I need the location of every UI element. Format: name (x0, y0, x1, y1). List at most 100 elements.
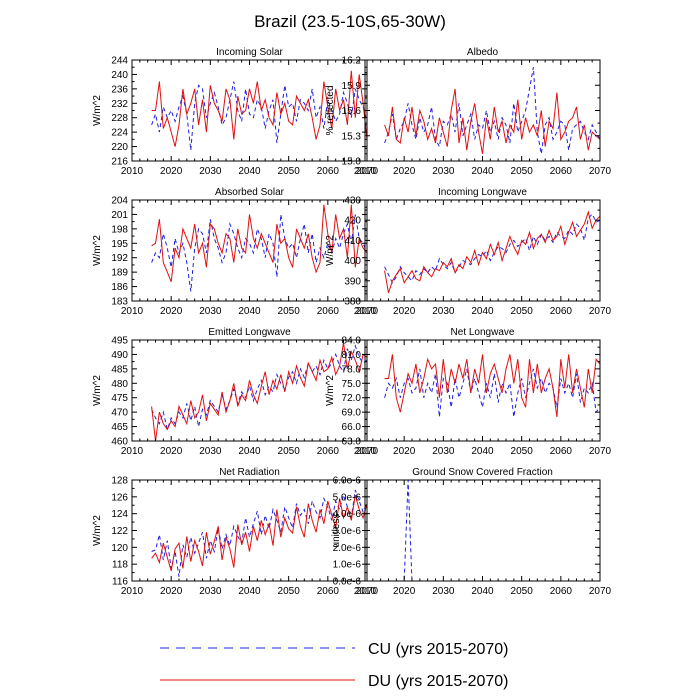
y-tick-label: 63.0 (342, 437, 362, 448)
panel-title: Net Longwave (451, 327, 515, 338)
y-tick-label: 240 (111, 70, 128, 81)
x-tick-label: 2010 (354, 166, 377, 177)
x-tick-label: 2050 (278, 306, 301, 317)
y-tick-label: 16.2 (342, 56, 362, 67)
panel-title: Incoming Longwave (438, 187, 527, 198)
y-tick-label: 2.0e-6 (333, 543, 362, 554)
x-tick-label: 2050 (511, 166, 534, 177)
series-line-cu (151, 214, 368, 292)
y-tick-label: 5.0e-6 (333, 492, 362, 503)
x-tick-label: 2060 (317, 306, 340, 317)
x-tick-label: 2070 (356, 586, 379, 597)
y-tick-label: 15.6 (342, 106, 362, 117)
x-tick-label: 2060 (317, 446, 340, 457)
y-tick-label: 66.0 (342, 422, 362, 433)
x-tick-label: 2040 (238, 166, 261, 177)
plot-frame (364, 59, 601, 162)
y-tick-label: 118 (112, 560, 128, 571)
x-tick-label: 2070 (589, 446, 612, 457)
y-tick-label: 6.0e-6 (333, 476, 362, 487)
y-tick-label: 390 (344, 276, 361, 287)
series-line-cu (384, 479, 600, 582)
x-tick-label: 2020 (393, 166, 416, 177)
x-tick-label: 2040 (471, 586, 494, 597)
y-tick-label: 224 (111, 128, 128, 139)
y-tick-label: 124 (111, 509, 128, 520)
panel-title: Albedo (467, 47, 499, 58)
x-tick-label: 2030 (432, 586, 455, 597)
y-tick-label: 4.0e-6 (333, 509, 362, 520)
y-tick-label: 120 (111, 543, 128, 554)
series-line-cu (384, 368, 601, 418)
x-tick-label: 2070 (356, 306, 379, 317)
y-tick-label: 380 (344, 297, 361, 308)
x-tick-label: 2050 (278, 586, 301, 597)
series-line-du (151, 494, 368, 572)
y-tick-label: 186 (111, 282, 128, 293)
y-tick-label: 72.0 (342, 393, 362, 404)
series-line-du (384, 210, 601, 294)
y-tick-label: 410 (344, 236, 361, 247)
y-tick-label: 228 (111, 113, 128, 124)
x-tick-label: 2060 (550, 306, 573, 317)
series-line-cu (151, 344, 368, 432)
y-tick-label: 216 (111, 157, 128, 168)
y-tick-label: 470 (111, 408, 128, 419)
y-tick-label: 201 (111, 210, 128, 221)
y-tick-label: 195 (111, 239, 128, 250)
panel-7: 2010 2020 2030 2040 2050 2060 20700.0e-61.0e-6… (331, 467, 612, 597)
x-tick-label: 2030 (432, 166, 455, 177)
y-axis-label: W/m^2 (92, 515, 103, 546)
y-axis-label: W/m^2 (325, 235, 336, 266)
y-tick-label: 183 (111, 297, 128, 308)
y-tick-label: 495 (111, 336, 128, 347)
x-tick-label: 2010 (121, 306, 144, 317)
y-tick-label: 15.9 (342, 81, 362, 92)
x-tick-label: 2070 (589, 166, 612, 177)
legend-cu-label: CU (yrs 2015-2070) (368, 641, 509, 658)
y-tick-label: 126 (111, 492, 128, 503)
y-tick-label: 232 (111, 99, 128, 110)
series-line-du (151, 70, 368, 147)
x-tick-label: 2010 (121, 166, 144, 177)
series-line-cu (384, 213, 601, 284)
x-tick-label: 2040 (471, 166, 494, 177)
x-tick-label: 2060 (550, 446, 573, 457)
x-tick-label: 2070 (356, 446, 379, 457)
x-tick-label: 2030 (199, 446, 222, 457)
panel-4: 2010 2020 2030 2040 2050 2060 2070 460 465 470 475… (92, 327, 379, 457)
y-tick-label: 236 (111, 84, 128, 95)
x-tick-label: 2050 (278, 446, 301, 457)
y-axis-label: unitless (331, 514, 342, 548)
x-tick-label: 2020 (160, 446, 183, 457)
x-tick-label: 2040 (471, 306, 494, 317)
y-tick-label: 475 (111, 393, 128, 404)
panel-3: 2010 2020 2030 2040 2050 2060 2070380390400410… (325, 187, 612, 317)
y-tick-label: 480 (111, 379, 128, 390)
y-tick-label: 430 (344, 196, 361, 207)
series-line-cu (384, 67, 601, 154)
y-tick-label: 244 (111, 56, 128, 67)
plot-frame (364, 199, 601, 302)
y-tick-label: 15.3 (342, 131, 362, 142)
y-tick-label: 490 (111, 350, 128, 361)
series-line-du (151, 342, 368, 442)
x-tick-label: 2010 (354, 446, 377, 457)
panel-1: 2010 2020 2030 2040 2050 2060 207015.015.315.6… (325, 47, 612, 177)
plot-frame (364, 479, 601, 582)
y-tick-label: 189 (111, 268, 128, 279)
y-tick-label: 128 (111, 476, 128, 487)
panel-title: Incoming Solar (216, 47, 283, 58)
x-tick-label: 2050 (511, 586, 534, 597)
y-axis-label: W/m^2 (92, 375, 103, 406)
series-line-du (384, 88, 601, 154)
x-tick-label: 2030 (199, 306, 222, 317)
y-tick-label: 465 (111, 422, 128, 433)
panel-2: 2010 2020 2030 2040 2050 2060 2070 183 186 189 192… (92, 187, 379, 317)
panel-title: Net Radiation (219, 467, 280, 478)
y-tick-label: 78.0 (342, 364, 362, 375)
x-tick-label: 2070 (589, 306, 612, 317)
x-tick-label: 2050 (278, 166, 301, 177)
y-tick-label: 420 (344, 216, 361, 227)
x-tick-label: 2060 (317, 586, 340, 597)
